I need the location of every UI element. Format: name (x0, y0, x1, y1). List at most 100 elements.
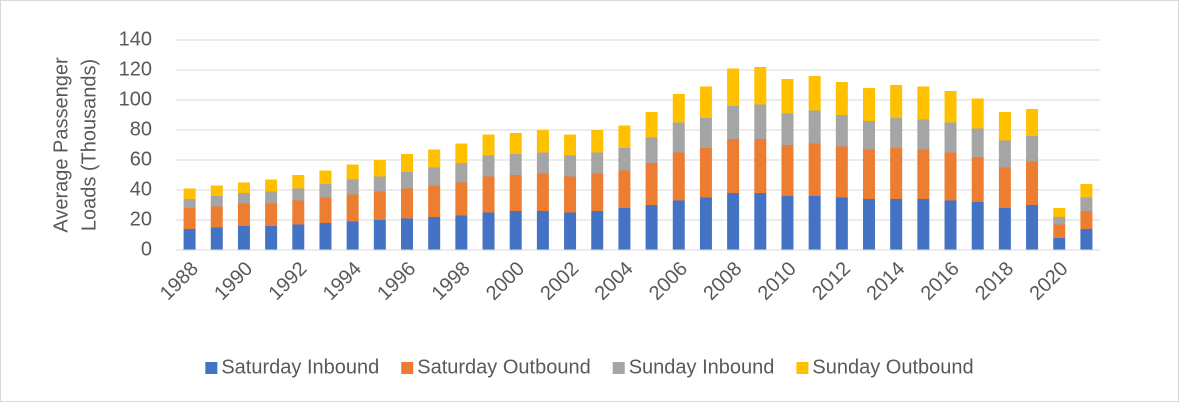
bar-segment (754, 67, 767, 105)
bar-segment (536, 211, 549, 250)
bar-segment (591, 211, 604, 250)
bar-segment (237, 193, 250, 204)
bar-segment (401, 218, 413, 250)
legend-label: Sunday Inbound (629, 356, 775, 378)
bar-segment (265, 226, 278, 250)
bar-segment (1080, 184, 1093, 198)
bar-segment (890, 118, 903, 148)
bar-segment (292, 175, 305, 189)
bar-segment (645, 112, 658, 138)
bar-segment (672, 152, 685, 201)
bar-segment (237, 226, 250, 250)
legend-swatch (401, 362, 414, 374)
bar-segment (509, 154, 522, 175)
bar-segment (564, 176, 577, 213)
bar-segment (536, 130, 549, 153)
bar-segment (401, 188, 413, 219)
bar-segment (863, 149, 875, 199)
bar-segment (890, 148, 903, 199)
y-tick-label: 120 (119, 58, 152, 80)
bar-segment (971, 128, 984, 157)
bar-segment (319, 170, 332, 184)
bar-segment (346, 164, 359, 180)
bar-segment (536, 152, 549, 174)
bar-segment (971, 157, 984, 202)
bar-segment (1053, 238, 1066, 250)
bar-segment (1053, 217, 1066, 225)
legend-swatch (796, 362, 809, 374)
bar-segment (944, 91, 957, 123)
bar-segment (346, 179, 359, 195)
bar-segment (971, 202, 984, 250)
bar-segment (482, 134, 495, 156)
bar-segment (808, 110, 821, 144)
y-tick-label: 60 (130, 148, 152, 170)
bar-segment (917, 149, 930, 199)
bar-segment (645, 163, 658, 205)
bar-segment (509, 133, 522, 154)
bar-segment (265, 191, 278, 204)
bar-segment (863, 199, 875, 250)
y-tick-label: 140 (119, 28, 152, 50)
bar-segment (998, 112, 1011, 141)
bar-segment (998, 208, 1011, 250)
bar-segment (890, 199, 903, 250)
bar-segment (645, 205, 658, 250)
bar-segment (591, 173, 604, 211)
bar-segment (917, 86, 930, 120)
bar-segment (210, 185, 223, 196)
bar-segment (373, 160, 386, 177)
bar-segment (183, 199, 196, 208)
bar-segment (863, 121, 875, 150)
bar-segment (1026, 161, 1039, 205)
bar-segment (944, 200, 957, 250)
bar-segment (319, 184, 332, 198)
bar-segment (292, 200, 305, 225)
legend-swatch (205, 362, 218, 374)
bar-segment (591, 130, 604, 153)
bar-segment (1080, 211, 1093, 229)
bar-segment (373, 191, 386, 220)
bar-segment (564, 212, 577, 250)
legend-label: Sunday Outbound (812, 356, 973, 378)
bar-segment (754, 104, 767, 139)
bar-segment (482, 212, 495, 250)
bar-segment (699, 197, 712, 250)
legend-label: Saturday Outbound (417, 356, 590, 378)
bar-segment (645, 137, 658, 163)
bar-segment (808, 76, 821, 111)
bar-segment (618, 170, 631, 208)
bar-segment (727, 193, 740, 250)
bar-segment (482, 176, 495, 213)
bar-segment (672, 122, 685, 153)
bar-segment (455, 163, 468, 183)
bar-segment (672, 200, 685, 250)
bar-segment (1053, 224, 1066, 238)
bar-segment (292, 188, 305, 201)
bar-segment (781, 196, 794, 250)
bar-segment (944, 122, 957, 153)
bar-segment (618, 125, 631, 148)
bar-segment (1026, 109, 1039, 136)
bar-segment (754, 139, 767, 193)
bar-segment (781, 113, 794, 145)
bar-segment (727, 68, 740, 106)
bar-segment (346, 194, 359, 222)
bar-segment (210, 227, 223, 250)
bar-segment (373, 220, 386, 250)
y-tick-label: 100 (119, 88, 152, 110)
bar-segment (509, 211, 522, 250)
bar-segment (699, 86, 712, 118)
bar-segment (428, 217, 441, 250)
bar-segment (564, 155, 577, 177)
bar-segment (373, 176, 386, 192)
bar-segment (917, 119, 930, 150)
bar-segment (618, 208, 631, 250)
bar-segment (754, 193, 767, 250)
bar-segment (401, 154, 413, 172)
bar-segment (319, 197, 332, 223)
bar-segment (292, 224, 305, 250)
y-tick-label: 40 (130, 178, 152, 200)
bar-segment (401, 172, 413, 189)
